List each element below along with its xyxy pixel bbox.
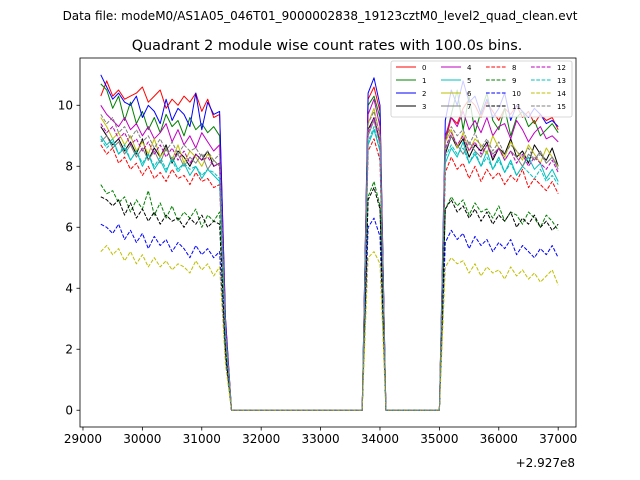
legend-label-10: 10 [512, 90, 521, 98]
legend-label-5: 5 [467, 77, 471, 85]
series-line-4 [100, 98, 559, 411]
x-tick-label-33000: 33000 [301, 432, 339, 446]
y-tick-label-0: 0 [65, 404, 73, 418]
legend-label-3: 3 [422, 103, 426, 111]
legend-label-15: 15 [557, 103, 566, 111]
x-tick-label-30000: 30000 [123, 432, 161, 446]
y-tick-label-2: 2 [65, 343, 73, 357]
axes-frame [79, 57, 577, 428]
plot-lines [100, 74, 559, 411]
chart-title: Quadrant 2 module wise count rates with … [132, 38, 523, 54]
x-axis-offset-label: +2.927e8 [516, 456, 575, 470]
legend-label-14: 14 [557, 90, 566, 98]
x-tick-label-34000: 34000 [361, 432, 399, 446]
series-line-12 [100, 117, 559, 411]
series-line-15 [100, 110, 559, 411]
series-line-11 [100, 187, 559, 411]
series-line-13 [100, 126, 559, 411]
x-tick-label-29000: 29000 [64, 432, 102, 446]
x-tick-label-37000: 37000 [539, 432, 577, 446]
legend-label-4: 4 [467, 64, 472, 72]
legend-label-1: 1 [422, 77, 426, 85]
legend-label-12: 12 [557, 64, 566, 72]
figure-suptitle: Data file: modeM0/AS1A05_046T01_90000028… [63, 9, 578, 23]
x-tick-label-35000: 35000 [420, 432, 458, 446]
legend-label-6: 6 [467, 90, 472, 98]
series-line-10 [100, 217, 559, 411]
y-tick-label-4: 4 [65, 282, 73, 296]
legend-label-0: 0 [422, 64, 426, 72]
legend-label-7: 7 [467, 103, 471, 111]
legend-label-2: 2 [422, 90, 426, 98]
y-tick-label-8: 8 [65, 160, 73, 174]
legend-label-13: 13 [557, 77, 566, 85]
legend-label-11: 11 [512, 103, 521, 111]
series-line-2 [100, 74, 559, 411]
series-line-14 [100, 245, 559, 411]
x-tick-label-31000: 31000 [183, 432, 221, 446]
y-tick-label-10: 10 [58, 99, 73, 113]
legend-label-8: 8 [512, 64, 516, 72]
x-tick-label-32000: 32000 [242, 432, 280, 446]
legend-label-9: 9 [512, 77, 516, 85]
x-tick-label-36000: 36000 [480, 432, 518, 446]
y-tick-label-6: 6 [65, 221, 73, 235]
axes: 29000 30000 31000 32000 33000 34000 35000 36000… [58, 57, 577, 446]
legend-box [390, 60, 573, 118]
